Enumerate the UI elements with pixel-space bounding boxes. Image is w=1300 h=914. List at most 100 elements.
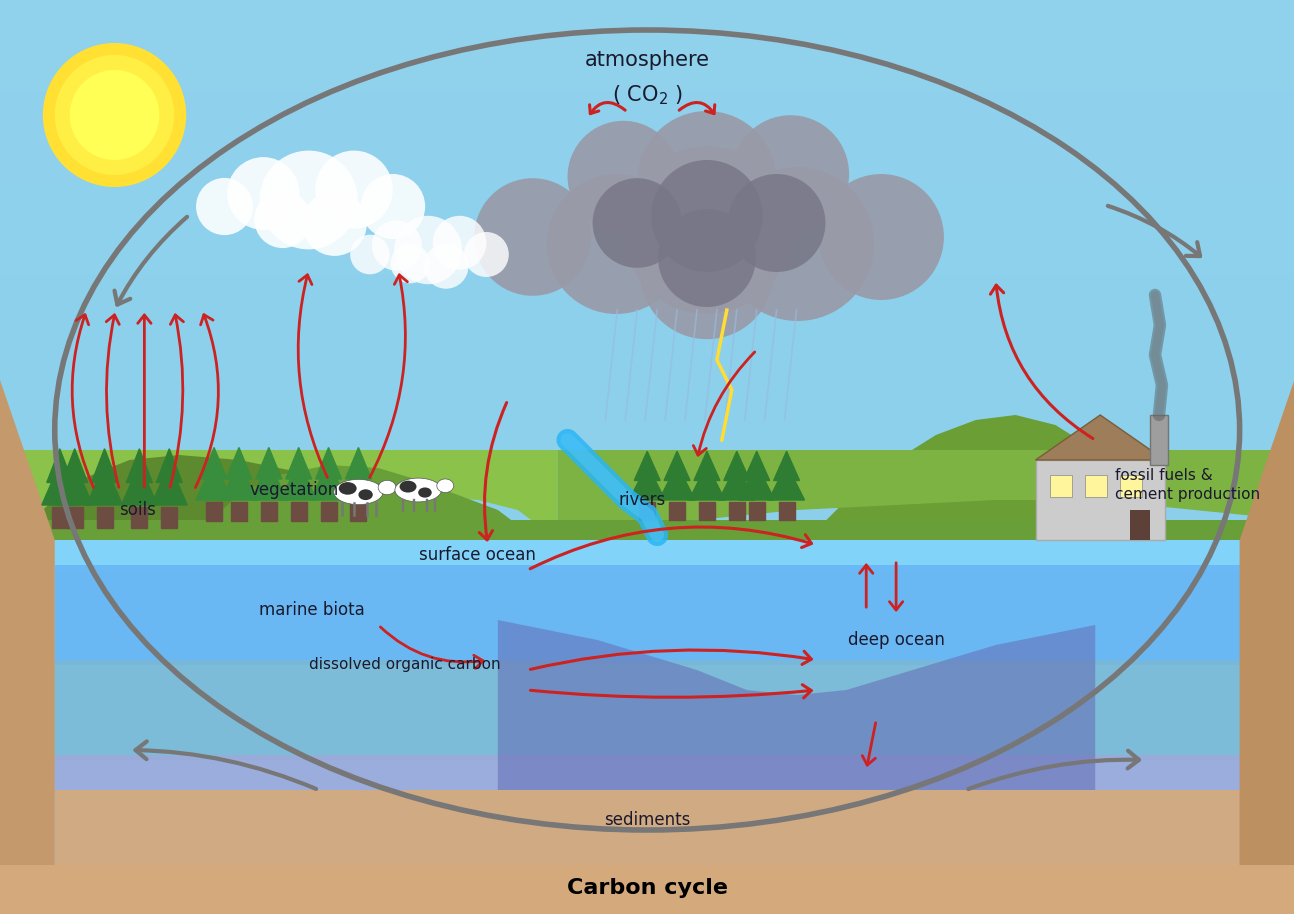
Text: deep ocean: deep ocean bbox=[848, 631, 945, 649]
Polygon shape bbox=[91, 449, 117, 483]
Polygon shape bbox=[87, 463, 122, 505]
Circle shape bbox=[593, 178, 681, 268]
Polygon shape bbox=[351, 502, 367, 521]
Circle shape bbox=[372, 220, 422, 271]
Polygon shape bbox=[634, 452, 660, 481]
Bar bbox=[0, 640, 1295, 731]
Bar bbox=[1036, 460, 1165, 540]
Ellipse shape bbox=[359, 489, 373, 500]
Ellipse shape bbox=[378, 480, 396, 494]
Polygon shape bbox=[768, 464, 805, 500]
Circle shape bbox=[43, 43, 186, 187]
Bar bbox=[55, 755, 1240, 885]
Polygon shape bbox=[261, 502, 277, 521]
Text: $\mathrm{( \ CO_2 \ )}$: $\mathrm{( \ CO_2 \ )}$ bbox=[611, 83, 682, 107]
Circle shape bbox=[227, 157, 299, 230]
Bar bbox=[55, 790, 1240, 870]
Circle shape bbox=[640, 205, 774, 339]
Polygon shape bbox=[640, 502, 655, 519]
Polygon shape bbox=[199, 465, 517, 530]
Circle shape bbox=[424, 244, 468, 289]
Polygon shape bbox=[341, 462, 377, 500]
Circle shape bbox=[196, 178, 254, 235]
Text: dissolved organic carbon: dissolved organic carbon bbox=[308, 657, 500, 673]
Bar bbox=[1086, 475, 1108, 497]
Text: vegetation: vegetation bbox=[250, 481, 338, 499]
Polygon shape bbox=[749, 502, 764, 519]
Polygon shape bbox=[131, 507, 147, 527]
Circle shape bbox=[728, 174, 826, 272]
Circle shape bbox=[623, 146, 790, 314]
Polygon shape bbox=[231, 502, 247, 521]
Ellipse shape bbox=[395, 478, 442, 502]
Circle shape bbox=[474, 178, 592, 296]
Polygon shape bbox=[694, 452, 720, 481]
Bar bbox=[0, 183, 1295, 274]
Polygon shape bbox=[121, 463, 157, 505]
Polygon shape bbox=[126, 449, 152, 483]
Polygon shape bbox=[729, 502, 745, 519]
Polygon shape bbox=[161, 507, 177, 527]
Polygon shape bbox=[0, 380, 55, 900]
Bar bbox=[55, 565, 1240, 665]
Polygon shape bbox=[738, 464, 775, 500]
Polygon shape bbox=[0, 400, 558, 530]
Circle shape bbox=[260, 151, 358, 250]
Polygon shape bbox=[689, 464, 725, 500]
Bar bbox=[0, 548, 1295, 640]
Polygon shape bbox=[202, 448, 228, 479]
Polygon shape bbox=[1240, 380, 1295, 900]
Polygon shape bbox=[719, 464, 755, 500]
Circle shape bbox=[70, 70, 160, 160]
Polygon shape bbox=[311, 462, 347, 500]
Circle shape bbox=[350, 235, 390, 274]
Ellipse shape bbox=[437, 479, 454, 493]
Polygon shape bbox=[151, 463, 187, 505]
Polygon shape bbox=[226, 448, 252, 479]
Bar bbox=[1130, 510, 1150, 540]
Circle shape bbox=[360, 174, 425, 239]
Polygon shape bbox=[96, 507, 113, 527]
Polygon shape bbox=[670, 502, 685, 519]
Bar bbox=[0, 91, 1295, 183]
Polygon shape bbox=[52, 507, 68, 527]
Polygon shape bbox=[57, 463, 92, 505]
Polygon shape bbox=[61, 449, 87, 483]
Polygon shape bbox=[779, 502, 794, 519]
Text: marine biota: marine biota bbox=[259, 601, 364, 619]
Bar bbox=[0, 274, 1295, 366]
Bar bbox=[55, 540, 1240, 570]
Bar bbox=[0, 731, 1295, 823]
Circle shape bbox=[722, 167, 874, 321]
Circle shape bbox=[433, 216, 486, 270]
Polygon shape bbox=[281, 462, 317, 500]
Text: fossil fuels &: fossil fuels & bbox=[1115, 467, 1213, 483]
Bar bbox=[1050, 475, 1072, 497]
Polygon shape bbox=[321, 502, 337, 521]
Polygon shape bbox=[196, 462, 231, 500]
Polygon shape bbox=[346, 448, 372, 479]
Circle shape bbox=[732, 115, 849, 233]
Polygon shape bbox=[744, 452, 770, 481]
Text: soils: soils bbox=[120, 501, 156, 519]
Polygon shape bbox=[316, 448, 342, 479]
Polygon shape bbox=[816, 415, 1175, 530]
Bar bbox=[0, 823, 1295, 914]
Circle shape bbox=[315, 151, 393, 228]
Polygon shape bbox=[664, 452, 690, 481]
Circle shape bbox=[55, 55, 174, 175]
Polygon shape bbox=[286, 448, 312, 479]
Polygon shape bbox=[1036, 415, 1165, 460]
Circle shape bbox=[394, 216, 463, 284]
Polygon shape bbox=[699, 502, 715, 519]
Bar bbox=[1150, 415, 1167, 465]
Bar bbox=[0, 366, 1295, 457]
Ellipse shape bbox=[419, 487, 432, 497]
Circle shape bbox=[302, 191, 367, 256]
Polygon shape bbox=[47, 449, 73, 483]
Circle shape bbox=[255, 191, 311, 248]
Bar bbox=[55, 660, 1240, 760]
Text: surface ocean: surface ocean bbox=[420, 546, 537, 564]
Ellipse shape bbox=[334, 480, 384, 505]
Bar bbox=[1121, 475, 1141, 497]
